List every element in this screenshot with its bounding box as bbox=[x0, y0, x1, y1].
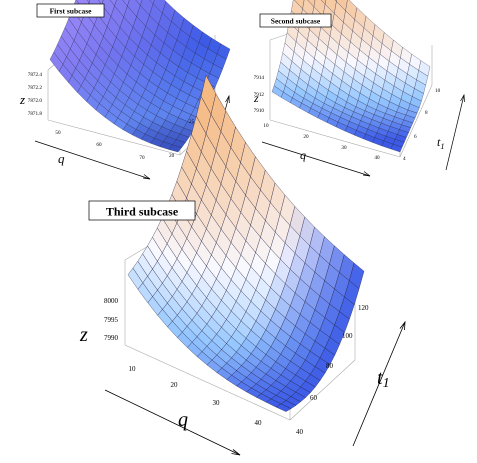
plot3-surface bbox=[127, 74, 365, 412]
plot2-z-tick: 7914 bbox=[254, 75, 265, 81]
plot2-z-tick: 7912 bbox=[254, 92, 265, 98]
plot-first-subcase: First subcase 7872.4 7872.2 7872.0 7871.… bbox=[19, 0, 231, 180]
plot3-z-tick: 7995 bbox=[104, 316, 119, 324]
plot-third-subcase: Third subcase 8000 7995 7990 z 10 20 30 … bbox=[79, 74, 406, 456]
surface-patch bbox=[86, 0, 90, 3]
plot2-title: Second subcase bbox=[271, 17, 321, 26]
plot1-z-tick: 7871.8 bbox=[28, 111, 43, 117]
plot2-x-tick: 10 bbox=[263, 123, 269, 129]
plot3-y-arrow bbox=[352, 320, 406, 447]
plot3-x-tick: 20 bbox=[171, 381, 179, 389]
plot3-x-tick: 40 bbox=[255, 419, 263, 427]
plot1-y-tick: 25 bbox=[189, 119, 195, 125]
surface-patch bbox=[275, 403, 292, 412]
plot2-x-tick: 40 bbox=[374, 155, 380, 161]
plot1-z-tick: 7872.2 bbox=[28, 85, 43, 91]
plot3-z-tick: 7990 bbox=[104, 334, 119, 342]
plot2-y-tick: 10 bbox=[435, 88, 441, 94]
plot2-x-arrow bbox=[261, 141, 371, 177]
plot3-z-label: z bbox=[79, 324, 88, 346]
plot3-x-tick: 30 bbox=[213, 399, 221, 407]
plot3-x-tick: 10 bbox=[129, 365, 137, 373]
plot1-x-tick: 60 bbox=[96, 142, 102, 148]
plot3-x-label: q bbox=[178, 409, 188, 431]
plot1-z-label: z bbox=[19, 92, 25, 107]
plot1-title: First subcase bbox=[50, 7, 93, 16]
plot2-x-tick: 20 bbox=[303, 134, 309, 140]
plot2-y-arrow bbox=[445, 93, 465, 171]
plot3-y-tick: 60 bbox=[310, 394, 318, 402]
plot3-z-tick: 8000 bbox=[104, 297, 119, 305]
plot1-x-arrow bbox=[34, 140, 151, 180]
plot1-x-label: q bbox=[58, 151, 65, 166]
surface-patch bbox=[168, 144, 183, 153]
plot2-y-label: t1 bbox=[437, 135, 445, 151]
plot2-title-box bbox=[259, 13, 332, 28]
plot2-y-tick: 6 bbox=[414, 134, 417, 140]
plot3-y-tick: 80 bbox=[326, 362, 334, 370]
plot3-x-arrow bbox=[104, 389, 241, 456]
plot1-x-tick: 50 bbox=[55, 130, 61, 136]
plot3-y-tick: 120 bbox=[358, 304, 369, 312]
plot2-y-tick: 4 bbox=[403, 156, 406, 162]
plot-second-subcase: Second subcase 7914 7912 7910 z 10 20 30… bbox=[253, 0, 465, 177]
plot3-y-tick: 40 bbox=[296, 428, 304, 436]
plot2-z-tick: 7910 bbox=[254, 108, 265, 114]
plot2-x-tick: 30 bbox=[341, 145, 347, 151]
plot3-title-box bbox=[88, 200, 196, 221]
plot2-surface bbox=[271, 0, 431, 153]
plot1-surface bbox=[49, 0, 231, 153]
plot1-y-tick: 20 bbox=[169, 153, 175, 159]
plot1-z-tick: 7872.4 bbox=[28, 72, 43, 78]
plot1-z-tick: 7872.0 bbox=[28, 98, 43, 104]
surface-patch bbox=[390, 143, 403, 153]
plot1-title-box bbox=[36, 3, 105, 18]
plot2-z-label: z bbox=[253, 91, 259, 105]
plot1-x-tick: 70 bbox=[139, 155, 145, 161]
plot2-y-tick: 8 bbox=[425, 110, 428, 116]
plot3-y-tick: 100 bbox=[342, 332, 353, 340]
plot3-title: Third subcase bbox=[106, 205, 179, 219]
plot3-y-label: t1 bbox=[377, 367, 390, 391]
